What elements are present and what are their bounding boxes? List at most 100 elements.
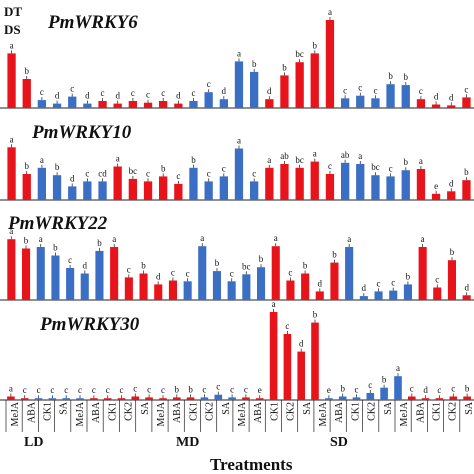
bar (271, 246, 280, 300)
significance-letter: d (85, 91, 90, 101)
bar (345, 247, 354, 300)
bar (48, 398, 57, 400)
group-label-ld: LD (24, 435, 43, 450)
significance-letter: e (327, 385, 331, 395)
bar (103, 398, 112, 400)
significance-letter: d (156, 271, 161, 281)
legend-ds: DS (4, 22, 21, 37)
panel-title-0: PmWRKY6 (47, 12, 138, 33)
significance-letter: b (404, 157, 409, 167)
significance-letter: b (313, 40, 318, 50)
significance-letter: c (207, 168, 211, 178)
significance-letter: a (112, 234, 116, 244)
significance-letter: a (267, 155, 271, 165)
significance-letter: b (406, 271, 411, 281)
bar (310, 161, 319, 200)
bar (227, 281, 236, 300)
significance-letter: bc (242, 261, 251, 271)
significance-letter: a (200, 233, 204, 243)
significance-letter: c (374, 85, 378, 95)
bar (280, 75, 289, 108)
bar (143, 181, 153, 200)
x-tick-label: ABA (91, 401, 102, 423)
bar (359, 296, 368, 300)
group-label-md: MD (176, 435, 199, 450)
bar (250, 181, 259, 200)
bar (68, 96, 77, 108)
significance-letter: b (141, 261, 146, 271)
bar (433, 287, 442, 300)
significance-letter: c (186, 268, 190, 278)
bar (421, 398, 430, 400)
axis-layer: MeJA ABA CK1 SA MeJA ABA CK1 CK2 SA MeJA ABA CK1 CK2… (5, 400, 474, 432)
bar (22, 79, 31, 108)
significance-letter: bc (371, 162, 380, 172)
x-tick-label: ABA (172, 401, 183, 423)
bar (117, 398, 126, 400)
bar (80, 273, 89, 300)
bar (250, 71, 259, 108)
significance-letter: d (362, 283, 367, 293)
bar (418, 247, 427, 300)
bar (449, 396, 458, 400)
bar (462, 97, 471, 108)
significance-letter: a (237, 136, 241, 146)
significance-letter: c (207, 79, 211, 89)
bar (159, 101, 168, 108)
bar (36, 247, 45, 300)
significance-letter: c (252, 168, 256, 178)
significance-letter: c (133, 384, 137, 394)
bar (52, 103, 62, 108)
x-tick-label: MeJA (318, 401, 329, 426)
bar (380, 387, 388, 400)
significance-letter: a (10, 40, 14, 50)
group-label-sd: SD (330, 435, 348, 450)
bar (286, 280, 295, 300)
bar (7, 396, 15, 400)
bar (295, 62, 304, 108)
x-tick-label: ABA (415, 401, 426, 423)
x-tick-label: ABA (253, 401, 264, 423)
bar (34, 398, 43, 400)
bar (255, 398, 264, 400)
bar (257, 267, 266, 300)
bar (7, 147, 16, 200)
significance-letter: a (274, 233, 278, 243)
significance-letter: c (68, 255, 72, 265)
significance-letter: d (449, 92, 454, 102)
bar (234, 148, 244, 200)
significance-letter: a (40, 155, 44, 165)
significance-letter: b (259, 254, 264, 264)
x-tick-label: CK1 (188, 402, 199, 421)
significance-letter: b (55, 162, 60, 172)
bar (200, 397, 209, 400)
significance-letter: c (92, 385, 96, 395)
bar (51, 255, 60, 300)
significance-letter: d (464, 282, 469, 292)
x-tick-label: ABA (26, 401, 37, 423)
legend-dt: DT (4, 4, 22, 19)
bar (168, 280, 177, 300)
significance-letter: c (101, 88, 105, 98)
significance-letter: c (216, 382, 220, 392)
bar (68, 186, 77, 200)
significance-letter: c (161, 88, 165, 98)
bar (431, 193, 441, 200)
significance-letter: c (389, 163, 393, 173)
x-tick-label: MeJA (75, 401, 86, 426)
bar (212, 271, 221, 300)
x-tick-label: CK2 (448, 402, 459, 421)
significance-letter: c (40, 87, 44, 97)
significance-letter: b (465, 384, 470, 394)
significance-letter: e (434, 181, 438, 191)
bar (265, 167, 274, 200)
x-tick-label: CK2 (124, 402, 135, 421)
bar (386, 176, 395, 200)
significance-letter: b (282, 62, 287, 72)
significance-letter: d (70, 173, 75, 183)
bar (366, 393, 375, 400)
bar (110, 247, 119, 300)
significance-letter: b (97, 238, 102, 248)
significance-letter: c (161, 385, 165, 395)
